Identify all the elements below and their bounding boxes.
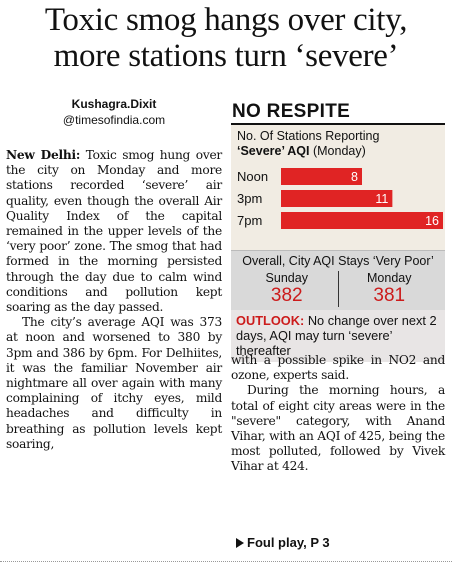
article-para1-text: Toxic smog hung over the city on Monday … (6, 148, 222, 315)
bar-value-label: 8 (351, 170, 358, 184)
outlook-label: OUTLOOK: (236, 313, 305, 328)
article-paragraph-3: with a possible spike in NO2 and ozone, … (231, 353, 445, 383)
continuation-text: Foul play, P 3 (247, 535, 330, 550)
byline-author: Kushagra.Dixit (71, 97, 157, 111)
article-paragraph-1: New Delhi: Toxic smog hung over the city… (6, 148, 222, 315)
summary-panel: Overall, City AQI Stays ‘Very Poor’ Sund… (231, 250, 445, 310)
infobox-body: No. Of Stations Reporting ‘Severe’ AQI (… (231, 125, 445, 362)
outlook-panel: OUTLOOK: No change over next 2 days, AQI… (231, 310, 445, 362)
dateline: New Delhi: (6, 148, 81, 162)
stations-bar-chart: Noon 8 3pm 11 7pm 16 (237, 168, 443, 229)
chart-label-line-2: ‘Severe’ AQI (Monday) (237, 144, 445, 159)
day-monday: Monday 381 (337, 271, 441, 307)
article-paragraph-2: The city’s average AQI was 373 at noon a… (6, 315, 222, 451)
article-column-right: with a possible spike in NO2 and ozone, … (231, 353, 445, 475)
article-paragraph-4: During the morning hours, a total of eig… (231, 383, 445, 474)
bar (281, 168, 362, 185)
headline-line-1: Toxic smog hangs over city, (44, 2, 408, 38)
bar-category-label: 3pm (237, 191, 262, 206)
chart-label-highlight: ‘Severe’ AQI (237, 144, 310, 158)
bar (281, 212, 443, 229)
chart-area: No. Of Stations Reporting ‘Severe’ AQI (… (231, 125, 445, 250)
bar-value-label: 16 (425, 214, 439, 228)
bar-value-label: 11 (375, 192, 388, 206)
triangle-right-icon (236, 538, 244, 548)
continuation-link[interactable]: Foul play, P 3 (236, 535, 330, 550)
infobox-no-respite: NO RESPITE No. Of Stations Reporting ‘Se… (231, 101, 445, 362)
article-column-left: New Delhi: Toxic smog hung over the city… (6, 148, 222, 452)
chart-label-prefix: No. Of Stations Reporting (237, 129, 380, 143)
headline-line-2: more stations turn ‘severe’ (53, 38, 399, 74)
day-name-monday: Monday (367, 271, 412, 285)
bar-category-label: 7pm (237, 213, 262, 228)
bottom-divider (0, 561, 452, 562)
infobox-title: NO RESPITE (231, 101, 445, 125)
chart-label-suffix: (Monday) (312, 144, 366, 158)
byline: Kushagra.Dixit @timesofindia.com (0, 96, 228, 128)
bar (281, 190, 393, 207)
day-value-sunday: 382 (270, 285, 303, 306)
bar-category-label: Noon (237, 169, 268, 184)
day-comparison: Sunday 382 Monday 381 (236, 271, 440, 307)
day-sunday: Sunday 382 (236, 271, 338, 307)
byline-handle: @timesofindia.com (62, 113, 166, 127)
day-name-sunday: Sunday (265, 271, 308, 285)
chart-label: No. Of Stations Reporting ‘Severe’ AQI (… (237, 129, 445, 159)
headline: Toxic smog hangs over city, more station… (0, 2, 452, 74)
day-value-monday: 381 (373, 285, 406, 306)
summary-title: Overall, City AQI Stays ‘Very Poor’ (242, 254, 434, 268)
outlook-text: No change over next 2 days, AQI may turn… (236, 313, 437, 358)
